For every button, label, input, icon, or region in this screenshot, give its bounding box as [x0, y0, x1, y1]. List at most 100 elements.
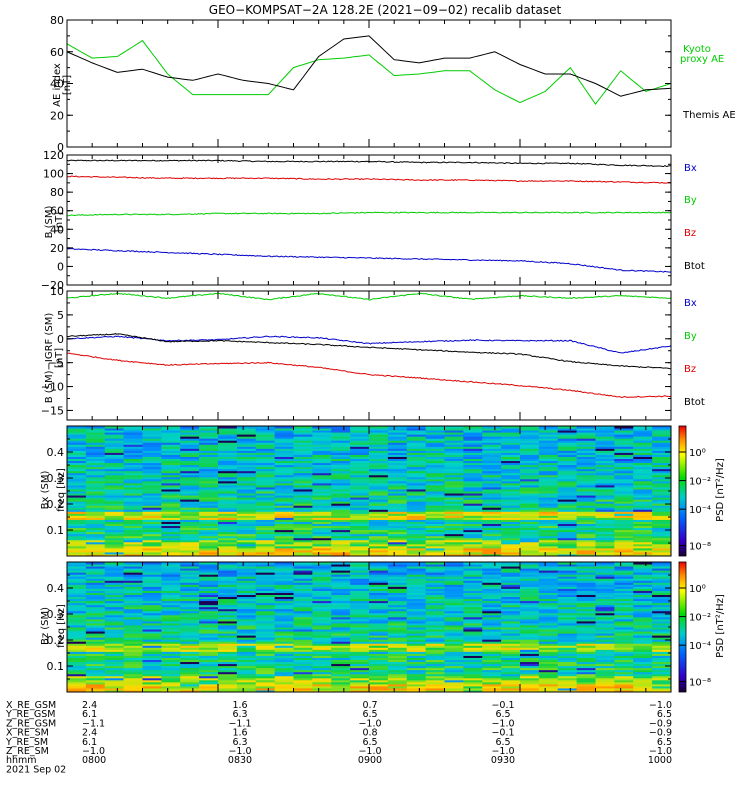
spectrogram-cell [236, 669, 257, 673]
spectrogram-cell [614, 462, 634, 466]
spectrogram-cell [161, 564, 181, 567]
spectrogram-cell [274, 651, 295, 654]
spectrogram-cell [142, 661, 162, 665]
spectrogram-cell [180, 511, 200, 514]
spectrogram-cell [67, 486, 87, 490]
spectrogram-cell [123, 486, 144, 490]
spectrogram-cell [463, 497, 483, 500]
spectrogram-cell [199, 462, 219, 466]
spectrogram-cell [652, 454, 672, 457]
spectrogram-cell [331, 604, 351, 608]
spectrogram-cell [199, 468, 219, 472]
series-line-btot [67, 333, 671, 370]
spectrogram-cell [199, 669, 219, 673]
spectrogram-cell [255, 501, 276, 504]
spectrogram-cell [369, 606, 389, 610]
spectrogram-cell [595, 545, 615, 549]
ephemeris-label: hhmm [6, 755, 37, 766]
spectrogram-cell [218, 649, 238, 652]
spectrogram-cell [595, 584, 615, 587]
spectrogram-cell [406, 440, 427, 443]
spectrogram-cell [595, 608, 615, 612]
ephemeris-value: 2.4 [82, 700, 97, 711]
spectrogram-cell [123, 497, 144, 500]
spectrogram-cell [274, 456, 295, 459]
spectrogram-cell [350, 444, 370, 447]
spectrogram-cell [85, 643, 106, 646]
spectrogram-cell [482, 507, 502, 510]
spectrogram-cell [501, 622, 521, 626]
spectrogram-cell [538, 627, 559, 630]
spectrogram-cell [369, 523, 389, 527]
spectrogram-cell [538, 655, 559, 658]
spectrogram-cell [463, 474, 483, 478]
spectrogram-cell [255, 671, 276, 675]
spectrogram-cell [67, 509, 87, 512]
spectrogram-cell [104, 671, 125, 675]
spectrogram-cell [104, 681, 125, 685]
spectrogram-cell [218, 527, 238, 531]
spectrogram-cell [180, 568, 200, 571]
spectrogram-cell [199, 592, 219, 595]
spectrogram-cell [218, 687, 238, 691]
spectrogram-cell [104, 454, 125, 457]
spectrogram-cell [218, 464, 238, 468]
spectrogram-cell [218, 543, 238, 547]
spectrogram-cell [482, 454, 502, 457]
spectrogram-cell [576, 629, 597, 632]
spectrogram-cell [85, 436, 106, 439]
spectrogram-cell [123, 669, 144, 673]
spectrogram-cell [350, 539, 370, 543]
spectrogram-cell [123, 580, 144, 583]
spectrogram-cell [218, 470, 238, 474]
spectrogram-cell [123, 553, 144, 557]
spectrogram-cell [331, 456, 351, 459]
spectrogram-cell [614, 503, 634, 506]
spectrogram-cell [387, 661, 408, 665]
spectrogram-cell [331, 600, 351, 604]
spectrogram-cell [255, 499, 276, 502]
spectrogram-cell [595, 645, 615, 648]
spectrogram-cell [180, 551, 200, 555]
spectrogram-cell [67, 458, 87, 462]
spectrogram-cell [463, 533, 483, 537]
spectrogram-cell [425, 549, 446, 553]
spectrogram-cell [576, 430, 597, 433]
spectrogram-cell [557, 635, 578, 638]
spectrogram-cell [104, 594, 125, 598]
spectrogram-cell [482, 495, 502, 498]
db-ylabel: B (SM)−IGRF (SM) [44, 313, 55, 404]
spectrogram-cell [633, 637, 653, 640]
spectrogram-cell [501, 499, 521, 502]
spectrogram-cell [387, 629, 408, 632]
spectrogram-cell [406, 486, 427, 490]
y-tick-label: 0 [57, 333, 64, 346]
spectrogram-cell [274, 667, 295, 671]
spectrogram-cell [142, 576, 162, 579]
spectrogram-cell [255, 491, 276, 494]
spectrogram-cell [406, 608, 427, 612]
spectrogram-cell [142, 683, 162, 687]
spectrogram-cell [520, 470, 540, 474]
spectrogram-cell [104, 673, 125, 677]
spectrogram-cell [293, 669, 313, 673]
spectrogram-cell [123, 572, 144, 575]
spectrogram-cell [482, 434, 502, 437]
spectrogram-cell [274, 470, 295, 474]
spectrogram-cell [444, 671, 464, 675]
spectrogram-cell [123, 462, 144, 466]
spectrogram-cell [538, 564, 559, 567]
spectrogram-cell [180, 521, 200, 524]
spectrogram-cell [444, 649, 464, 652]
spectrogram-cell [236, 651, 257, 654]
spectrogram-cell [255, 574, 276, 577]
spectrogram-cell [274, 572, 295, 575]
spectrogram-cell [274, 647, 295, 650]
spectrogram-cell [425, 442, 446, 445]
spectrogram-cell [387, 434, 408, 437]
spectrogram-cell [350, 533, 370, 537]
spectrogram-cell [463, 681, 483, 685]
spectrogram-cell [142, 505, 162, 508]
